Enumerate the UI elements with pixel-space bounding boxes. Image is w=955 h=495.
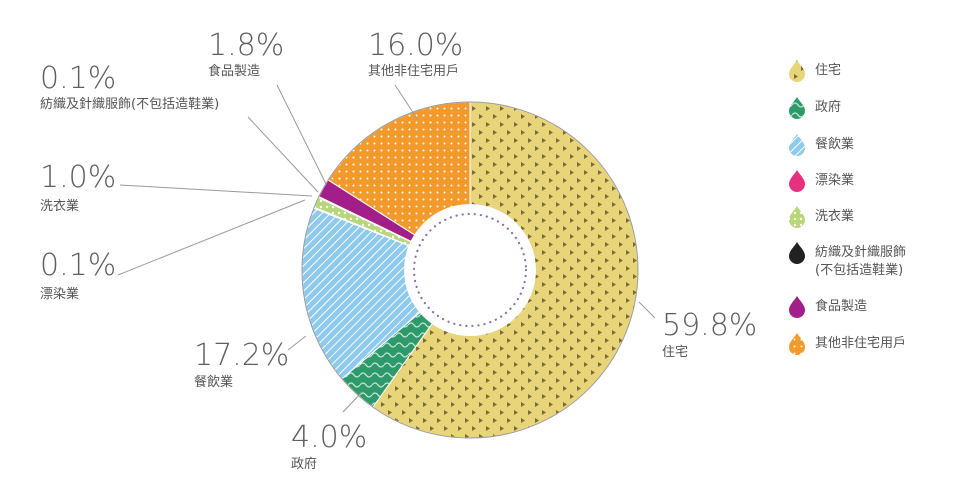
legend-drop-icon-dyeing <box>789 170 805 192</box>
leader-line-catering <box>287 335 307 351</box>
leader-line-residential <box>638 301 656 319</box>
leader-line-textile <box>247 116 319 193</box>
legend-drop-icon-other-non-domestic <box>789 333 805 355</box>
legend-drop-icon-government <box>789 97 805 119</box>
legend-drop-icon-catering <box>789 134 805 156</box>
legend-item-other-non-domestic: 其他非住宅用戶 <box>789 333 906 355</box>
legend-label-textile: 紡織及針織服飾 <box>815 245 906 260</box>
legend-item-catering: 餐飲業 <box>789 134 854 156</box>
legend-label-food: 食品製造 <box>815 298 867 314</box>
leader-line-other-non-domestic <box>394 84 419 121</box>
category-label-food: 食品製造 <box>208 63 260 79</box>
legend-item-government: 政府 <box>789 97 841 119</box>
value-label-laundry: 1.0% <box>40 160 116 195</box>
dotted-ring <box>412 212 528 328</box>
legend-item-residential: 住宅 <box>789 60 841 82</box>
category-label-dyeing: 漂染業 <box>40 286 79 302</box>
legend-label-textile-line-2: (不包括造鞋業) <box>815 262 903 278</box>
legend-label-residential: 住宅 <box>815 63 841 78</box>
outer-ring <box>301 101 639 439</box>
category-label-laundry: 洗衣業 <box>40 198 79 214</box>
legend-drop-icon-textile <box>789 242 805 264</box>
value-label-residential: 59.8% <box>662 308 757 343</box>
category-label-textile: 紡織及針織服飾(不包括造鞋業) <box>40 96 219 112</box>
legend-drop-icon-laundry <box>789 206 805 228</box>
legend-label-laundry: 洗衣業 <box>815 208 854 224</box>
legend-label-government: 政府 <box>815 100 841 115</box>
legend-item-food: 食品製造 <box>789 296 867 318</box>
legend-label-other-non-domestic: 其他非住宅用戶 <box>815 336 906 351</box>
value-label-catering: 17.2% <box>194 338 289 373</box>
legend-drop-icon-residential <box>789 60 805 82</box>
legend-item-dyeing: 漂染業 <box>789 170 854 192</box>
value-label-government: 4.0% <box>291 420 367 455</box>
category-label-other-non-domestic: 其他非住宅用戶 <box>368 64 459 79</box>
value-label-other-non-domestic: 16.0% <box>368 28 463 63</box>
legend-item-textile: 紡織及針織服飾 (不包括造鞋業) <box>789 242 906 278</box>
leader-line-food <box>276 84 327 185</box>
category-label-catering: 餐飲業 <box>194 374 233 390</box>
legend-drop-icon-food <box>789 296 805 318</box>
donut-hole <box>404 204 536 336</box>
legend-item-laundry: 洗衣業 <box>789 206 854 228</box>
slice-labels-layer: 59.8%住宅4.0%政府17.2%餐飲業0.1%漂染業1.0%洗衣業0.1%紡… <box>40 28 757 472</box>
leader-line-laundry <box>119 184 313 197</box>
value-label-food: 1.8% <box>208 28 284 63</box>
legend-label-catering: 餐飲業 <box>815 136 854 152</box>
leader-line-dyeing <box>117 199 306 276</box>
category-label-government: 政府 <box>291 457 317 472</box>
leader-line-government <box>342 391 363 413</box>
value-label-textile: 0.1% <box>40 61 116 96</box>
value-label-dyeing: 0.1% <box>40 248 116 283</box>
leader-lines-layer <box>117 84 656 413</box>
legend-label-dyeing: 漂染業 <box>815 172 854 188</box>
category-label-residential: 住宅 <box>662 345 688 360</box>
